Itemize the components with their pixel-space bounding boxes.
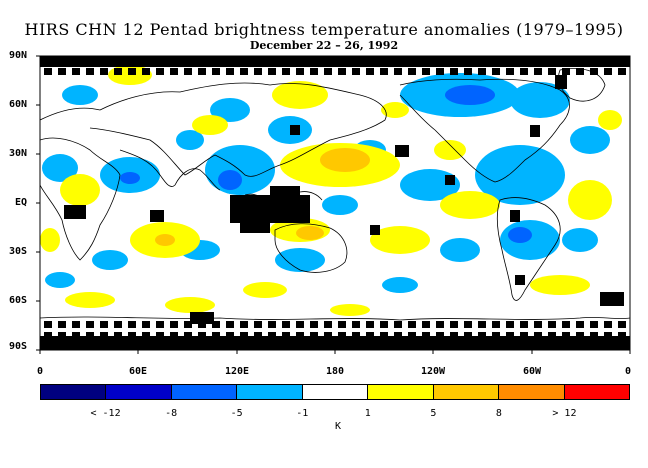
colorbar-swatch (41, 385, 107, 399)
lat-label: EQ (14, 197, 27, 208)
coastlines (40, 68, 630, 321)
axis-ticks (36, 55, 631, 354)
colorbar-swatch (433, 385, 500, 399)
strong-cool-anomaly-regions (120, 85, 532, 243)
lat-label: 60S (8, 295, 27, 306)
lon-label: 0 (624, 366, 632, 377)
colorbar-unit: K (335, 421, 342, 432)
missing-data-cells (40, 56, 630, 350)
strong-warm-anomaly-regions (155, 148, 370, 246)
lon-label: 180 (325, 366, 345, 377)
lon-label: 120E (224, 366, 250, 377)
lon-label: 60E (128, 366, 148, 377)
lat-label: 60N (8, 99, 27, 110)
lat-label: 90N (8, 50, 27, 61)
lon-label: 60W (522, 366, 542, 377)
lat-label: 30N (8, 148, 27, 159)
lat-label: 90S (8, 341, 27, 352)
colorbar (40, 384, 630, 400)
colorbar-swatch (368, 385, 434, 399)
colorbar-tick-label: -8 (165, 408, 178, 419)
colorbar-swatch (237, 385, 303, 399)
colorbar-swatch (171, 385, 238, 399)
colorbar-tick-label: -5 (230, 408, 243, 419)
colorbar-swatch (499, 385, 565, 399)
colorbar-tick-label: 1 (364, 408, 371, 419)
colorbar-tick-label: 5 (430, 408, 437, 419)
colorbar-tick-label: > 12 (552, 408, 577, 419)
map-subtitle: December 22 – 26, 1992 (249, 39, 399, 52)
lat-label: 30S (8, 246, 27, 257)
colorbar-tick-label: -1 (296, 408, 309, 419)
colorbar-swatch (564, 385, 629, 399)
colorbar-tick-label: 8 (495, 408, 502, 419)
map-title: HIRS CHN 12 Pentad brightness temperatur… (24, 20, 624, 39)
colorbar-swatch (302, 385, 369, 399)
lon-label: 0 (36, 366, 44, 377)
colorbar-swatch (106, 385, 172, 399)
lon-label: 120W (420, 366, 446, 377)
colorbar-tick-label: < -12 (90, 408, 121, 419)
